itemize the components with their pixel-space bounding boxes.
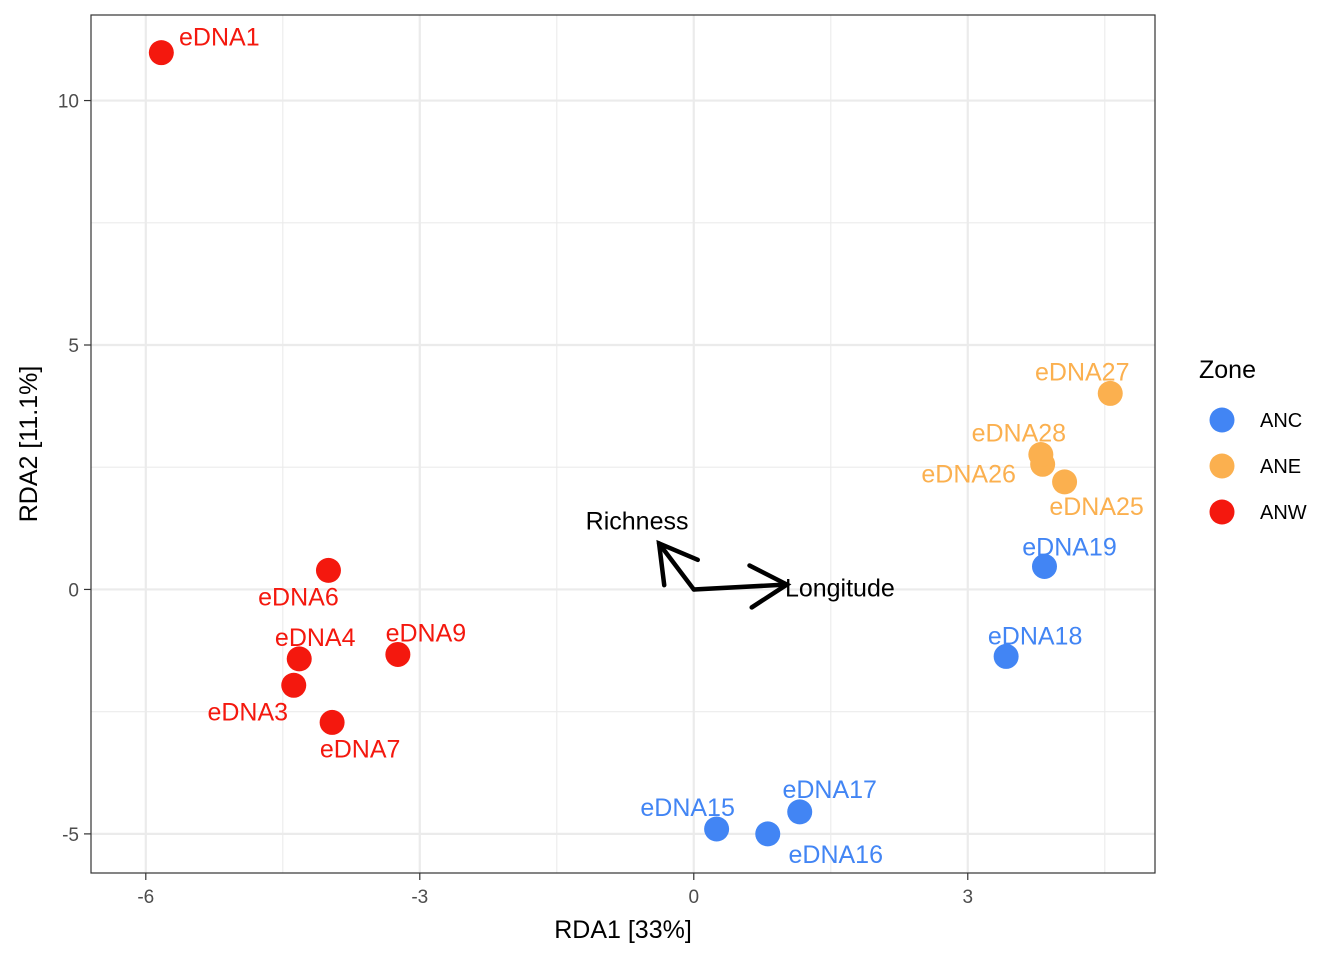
arrow-shaft	[656, 541, 697, 592]
y-axis-ticks: -5 0 5 10	[58, 92, 91, 846]
point-edna27	[1097, 380, 1123, 406]
point-label-edna4: eDNA4	[275, 624, 356, 652]
point-label-edna27: eDNA27	[1035, 358, 1130, 386]
x-tick-label: 0	[688, 887, 699, 908]
point-label-edna6: eDNA6	[258, 583, 339, 611]
plot-panel-border	[90, 14, 1156, 874]
point-label-edna3: eDNA3	[207, 698, 288, 726]
arrow-head	[656, 539, 701, 588]
point-label-edna1: eDNA1	[179, 24, 260, 52]
point-edna25	[1052, 469, 1078, 495]
point-edna28	[1028, 442, 1054, 468]
arrow-head	[747, 563, 792, 610]
y-axis-title: RDA2 [11.1%]	[15, 366, 43, 523]
point-edna19	[1031, 553, 1057, 579]
major-gridlines	[91, 15, 1155, 873]
point-label-edna18: eDNA18	[988, 622, 1083, 650]
data-points	[148, 40, 1123, 847]
point-edna16	[755, 821, 781, 847]
point-edna4	[286, 646, 312, 672]
point-edna9	[385, 641, 411, 667]
point-edna17	[787, 799, 813, 825]
y-tick-label: -5	[62, 825, 79, 846]
legend-label-ane: ANE	[1260, 456, 1301, 478]
point-edna18	[993, 643, 1019, 669]
legend-key-anw	[1209, 499, 1235, 525]
point-edna1	[148, 40, 174, 66]
point-label-edna25: eDNA25	[1049, 493, 1144, 521]
point-label-edna19: eDNA19	[1022, 533, 1117, 561]
point-edna6	[315, 557, 341, 583]
point-label-edna16: eDNA16	[789, 841, 884, 869]
point-label-edna15: eDNA15	[640, 794, 735, 822]
arrow-label: Longitude	[785, 575, 895, 603]
x-axis-title: RDA1 [33%]	[554, 916, 692, 944]
point-edna7	[319, 709, 345, 735]
point-label-edna17: eDNA17	[782, 776, 877, 804]
point-label-edna26: eDNA26	[921, 460, 1016, 488]
point-label-edna28: eDNA28	[972, 420, 1067, 448]
legend-label-anw: ANW	[1260, 502, 1307, 524]
legend-title: Zone	[1199, 356, 1256, 384]
y-tick-label: 5	[68, 336, 79, 357]
point-edna3	[281, 672, 307, 698]
legend-label-anc: ANC	[1260, 410, 1302, 432]
arrow-shaft	[691, 582, 790, 592]
point-edna15	[704, 816, 730, 842]
minor-gridlines	[91, 15, 1155, 873]
legend-key-anc	[1209, 407, 1235, 433]
point-label-edna9: eDNA9	[386, 619, 467, 647]
biplot-arrows: Richness Longitude	[586, 507, 895, 610]
point-label-edna7: eDNA7	[320, 735, 401, 763]
arrow-label: Richness	[586, 507, 689, 535]
point-labels: eDNA1 eDNA6 eDNA4 eDNA9 eDNA3 eDNA7 eDNA15 eDNA…	[179, 24, 1144, 869]
legend: Zone ANC ANE ANW	[1199, 356, 1307, 525]
legend-key-ane	[1209, 453, 1235, 479]
y-tick-label: 10	[58, 92, 79, 113]
y-tick-label: 0	[68, 580, 79, 601]
plot-panel-background	[91, 15, 1155, 873]
x-tick-label: -6	[137, 887, 154, 908]
x-tick-label: 3	[962, 887, 973, 908]
x-tick-label: -3	[411, 887, 428, 908]
x-axis-ticks: -6 -3 0 3	[137, 873, 973, 908]
